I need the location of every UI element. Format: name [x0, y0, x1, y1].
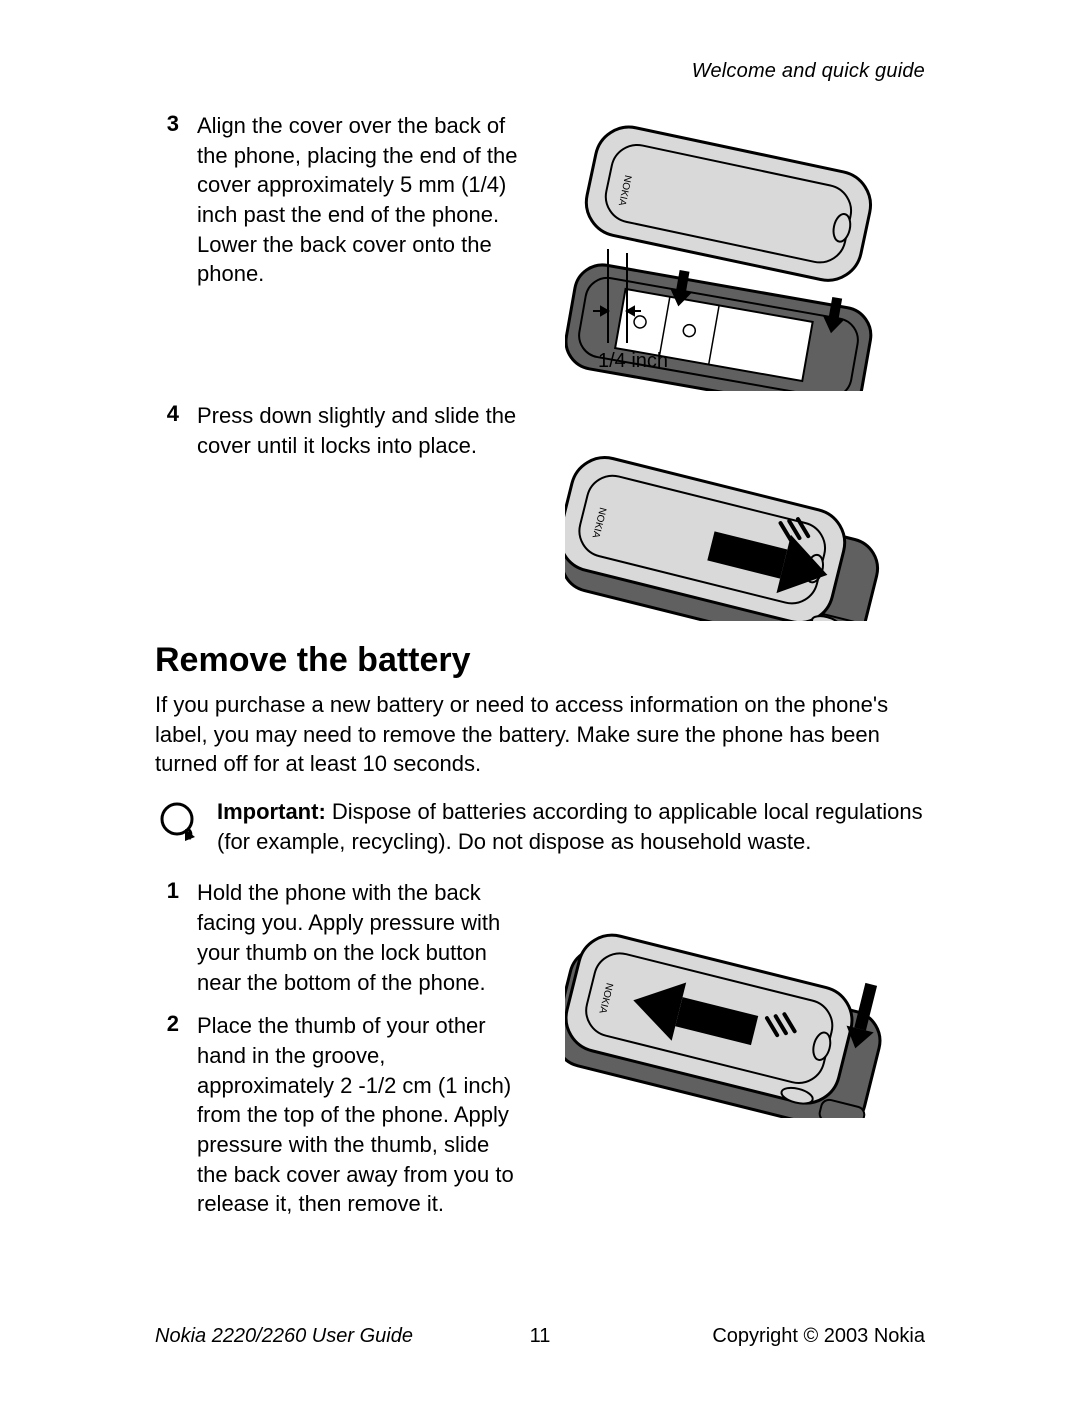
step-row: 2 Place the thumb of your other hand in …: [155, 1011, 525, 1219]
footer-guide-title: Nokia 2220/2260 User Guide: [155, 1325, 413, 1348]
figure-remove-cover: NOKIA: [565, 878, 925, 1118]
figure-slide-cover: NOKIA: [565, 401, 925, 621]
section-intro: If you purchase a new battery or need to…: [155, 690, 925, 779]
step-text: Align the cover over the back of the pho…: [197, 111, 532, 289]
remove-steps-text-col: 1 Hold the phone with the back facing yo…: [155, 878, 525, 1233]
phone-cover-align-icon: NOKIA 1/4 inch: [565, 111, 925, 391]
step-row: 3 Align the cover over the back of the p…: [155, 111, 545, 289]
step-text: Place the thumb of your other hand in th…: [197, 1011, 525, 1219]
important-text: Important: Dispose of batteries accordin…: [217, 797, 925, 856]
figure1-caption: 1/4 inch: [598, 350, 668, 372]
remove-battery-steps: 1 Hold the phone with the back facing yo…: [155, 878, 925, 1233]
step3-text-side: 3 Align the cover over the back of the p…: [155, 111, 545, 301]
step-number: 1: [155, 878, 179, 904]
step-number: 3: [155, 111, 179, 137]
step-number: 2: [155, 1011, 179, 1037]
section-header-label: Welcome and quick guide: [155, 60, 925, 83]
step4-text-side: 4 Press down slightly and slide the cove…: [155, 401, 545, 472]
step-number: 4: [155, 401, 179, 427]
important-lead: Important:: [217, 799, 332, 824]
page-footer: Nokia 2220/2260 User Guide 11 Copyright …: [155, 1325, 925, 1348]
step-block-4: 4 Press down slightly and slide the cove…: [155, 401, 925, 621]
step-row: 1 Hold the phone with the back facing yo…: [155, 878, 525, 997]
step-text: Press down slightly and slide the cover …: [197, 401, 532, 460]
step-text: Hold the phone with the back facing you.…: [197, 878, 525, 997]
phone-slide-cover-icon: NOKIA: [565, 401, 925, 621]
step-block-3: 3 Align the cover over the back of the p…: [155, 111, 925, 391]
step-row: 4 Press down slightly and slide the cove…: [155, 401, 545, 460]
footer-copyright: Copyright © 2003 Nokia: [712, 1325, 925, 1348]
figure-align-cover: NOKIA 1/4 inch: [565, 111, 925, 391]
section-title-remove-battery: Remove the battery: [155, 641, 925, 680]
footer-page-number: 11: [530, 1325, 551, 1348]
important-icon: [155, 799, 199, 848]
phone-remove-cover-icon: NOKIA: [565, 878, 925, 1118]
important-note: Important: Dispose of batteries accordin…: [155, 797, 925, 856]
